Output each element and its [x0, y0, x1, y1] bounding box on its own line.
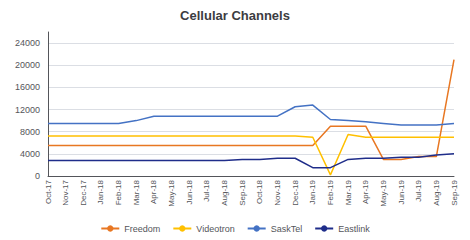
svg-text:Jul-18: Jul-18 [202, 179, 211, 201]
svg-text:Oct-18: Oct-18 [255, 179, 264, 204]
svg-text:Feb-19: Feb-19 [326, 179, 335, 205]
svg-text:20000: 20000 [15, 60, 40, 70]
svg-text:Dec-17: Dec-17 [79, 179, 88, 205]
svg-text:Jan-19: Jan-19 [308, 179, 317, 204]
svg-text:Jan-18: Jan-18 [96, 179, 105, 204]
svg-text:SaskTel: SaskTel [271, 224, 303, 234]
svg-text:Feb-18: Feb-18 [114, 179, 123, 205]
svg-text:Videotron: Videotron [196, 224, 234, 234]
svg-text:Freedom: Freedom [124, 224, 160, 234]
svg-text:Jun-18: Jun-18 [185, 179, 194, 204]
svg-text:Mar-18: Mar-18 [132, 179, 141, 205]
svg-text:Eastlink: Eastlink [338, 224, 370, 234]
svg-text:Oct-17: Oct-17 [44, 179, 53, 204]
svg-text:Aug-19: Aug-19 [432, 179, 441, 205]
svg-text:Nov-17: Nov-17 [61, 179, 70, 205]
svg-text:Apr-18: Apr-18 [149, 179, 158, 204]
svg-text:Jun-19: Jun-19 [397, 179, 406, 204]
svg-text:8000: 8000 [20, 127, 40, 137]
svg-text:Cellular Channels: Cellular Channels [180, 8, 290, 23]
svg-text:16000: 16000 [15, 82, 40, 92]
svg-text:Nov-18: Nov-18 [273, 179, 282, 205]
svg-text:Apr-19: Apr-19 [361, 179, 370, 204]
svg-text:Dec-18: Dec-18 [291, 179, 300, 205]
svg-text:Jul-19: Jul-19 [414, 179, 423, 201]
svg-text:May-18: May-18 [167, 179, 176, 206]
svg-text:Sep-18: Sep-18 [238, 179, 247, 205]
svg-text:24000: 24000 [15, 38, 40, 48]
svg-text:Aug-18: Aug-18 [220, 179, 229, 205]
svg-text:Mar-19: Mar-19 [344, 179, 353, 205]
svg-text:0: 0 [35, 171, 40, 181]
svg-text:4000: 4000 [20, 149, 40, 159]
svg-text:May-19: May-19 [379, 179, 388, 206]
svg-text:12000: 12000 [15, 105, 40, 115]
svg-text:Sep-19: Sep-19 [450, 179, 459, 205]
